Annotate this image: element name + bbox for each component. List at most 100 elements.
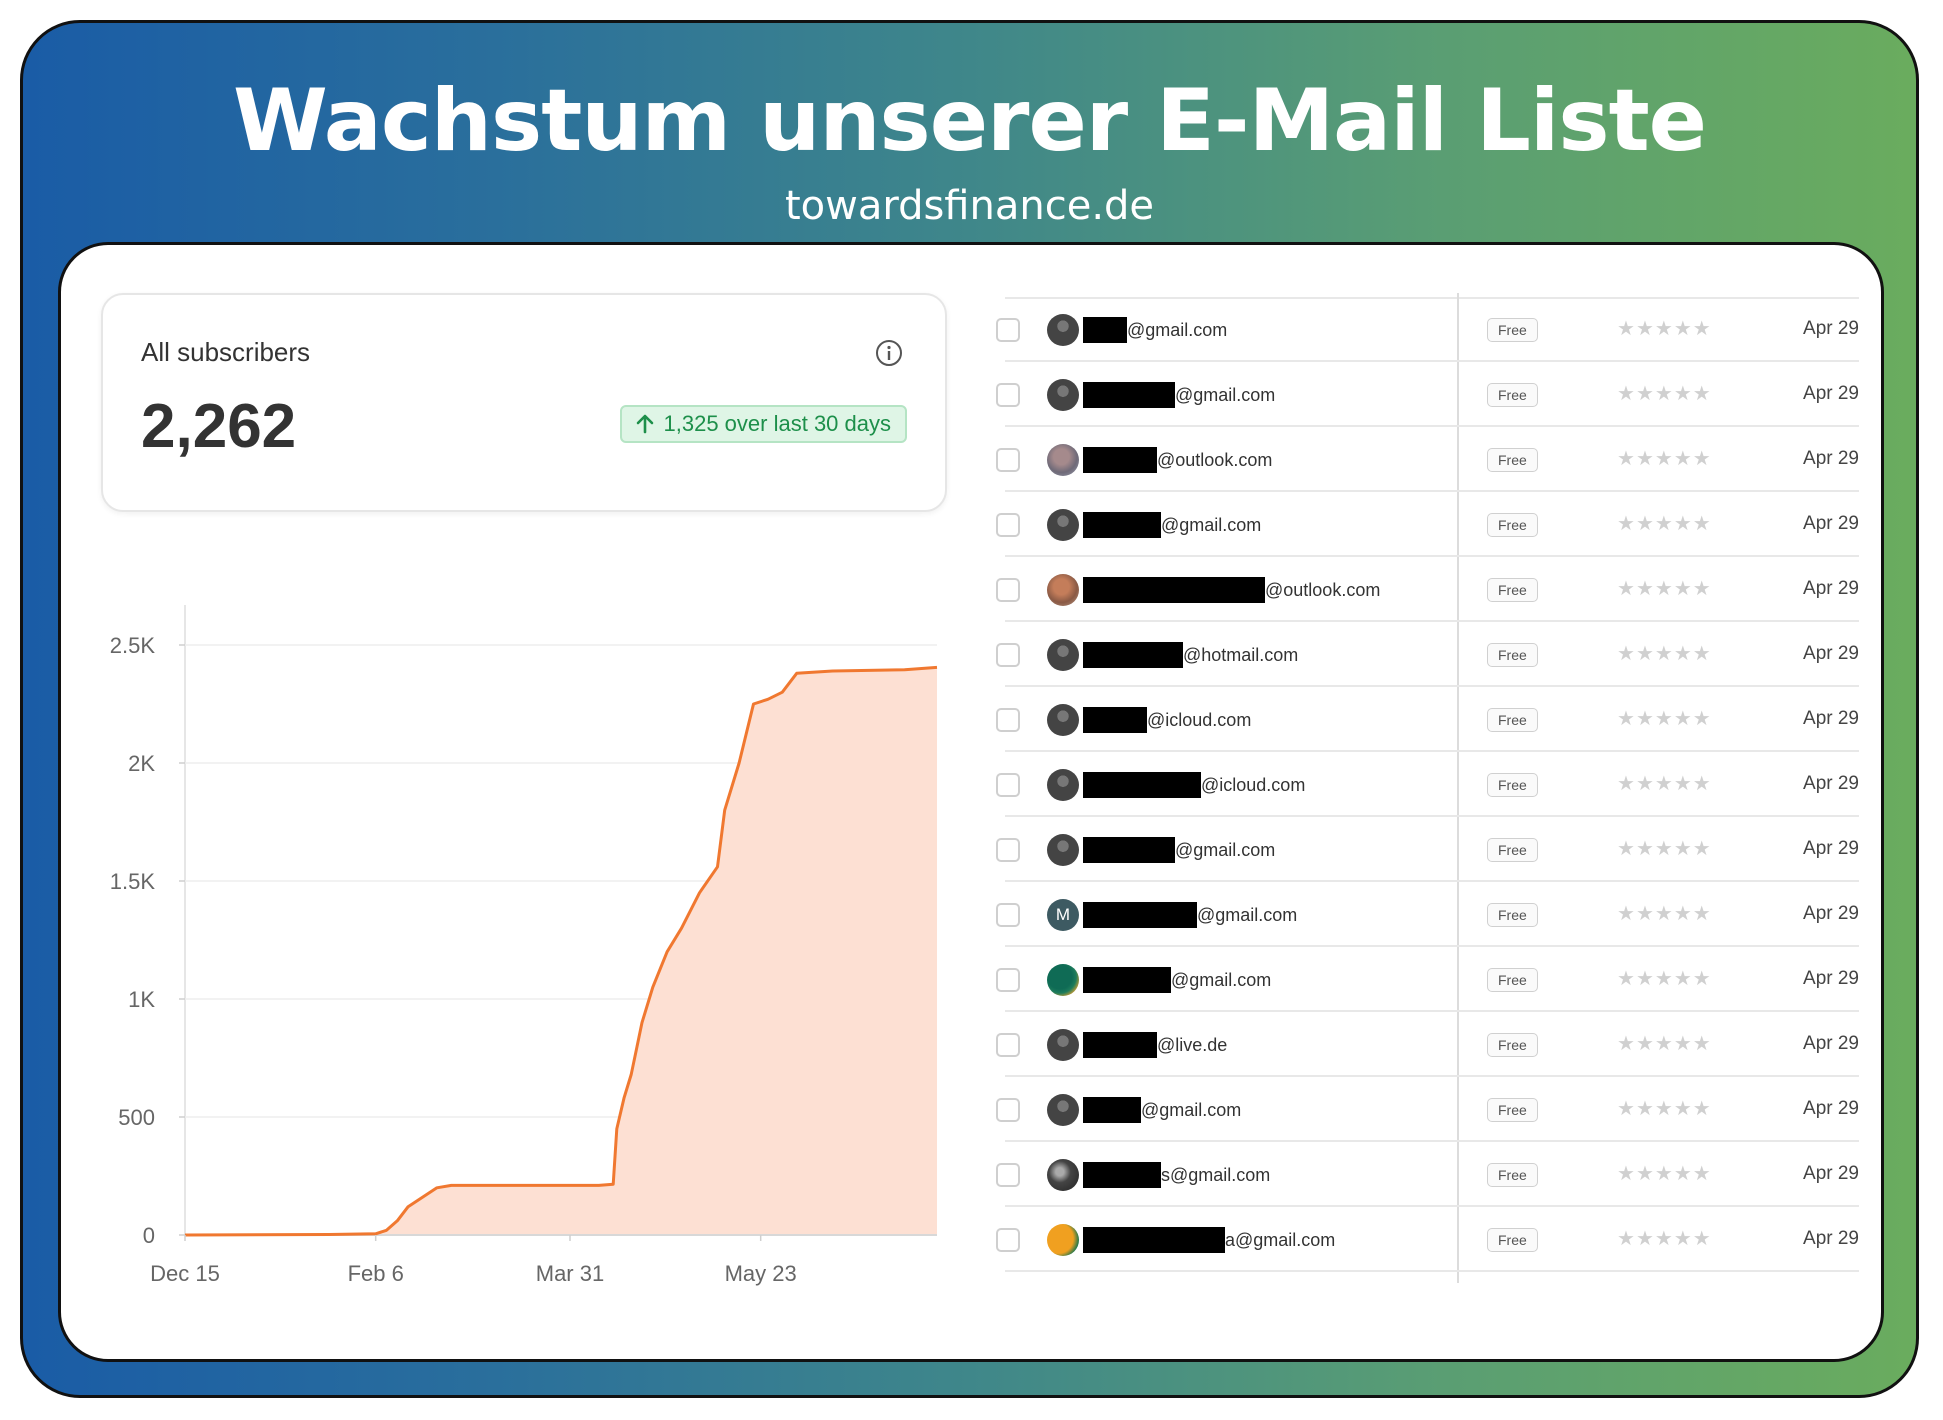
subscribed-date: Apr 29 [1803, 383, 1859, 404]
subscriber-email[interactable]: @icloud.com [1083, 707, 1251, 733]
star-icon: ★ [1635, 1163, 1655, 1185]
table-row[interactable]: @gmail.com Free ★★★★★ Apr 29 [996, 1077, 1859, 1142]
subscriber-email[interactable]: @gmail.com [1083, 512, 1261, 538]
table-row[interactable]: @gmail.com Free ★★★★★ Apr 29 [996, 297, 1859, 362]
email-domain: s@gmail.com [1161, 1164, 1271, 1185]
row-checkbox[interactable] [996, 513, 1020, 537]
y-tick-label: 500 [118, 1105, 155, 1130]
subscribed-date: Apr 29 [1803, 1033, 1859, 1054]
redaction-bar [1083, 1227, 1225, 1253]
row-checkbox[interactable] [996, 708, 1020, 732]
table-row[interactable]: @gmail.com Free ★★★★★ Apr 29 [996, 492, 1859, 557]
row-checkbox[interactable] [996, 643, 1020, 667]
star-icon: ★ [1635, 968, 1655, 990]
row-checkbox[interactable] [996, 903, 1020, 927]
table-row[interactable]: @icloud.com Free ★★★★★ Apr 29 [996, 687, 1859, 752]
star-icon: ★ [1692, 383, 1712, 405]
row-checkbox[interactable] [996, 1098, 1020, 1122]
star-icon: ★ [1635, 773, 1655, 795]
x-tick-label: Dec 15 [150, 1261, 220, 1286]
star-rating: ★★★★★ [1617, 1226, 1712, 1251]
table-row[interactable]: M @gmail.com Free ★★★★★ Apr 29 [996, 882, 1859, 947]
subscriber-email[interactable]: @gmail.com [1083, 1097, 1241, 1123]
star-rating: ★★★★★ [1617, 836, 1712, 861]
page-subtitle: towardsfinance.de [784, 183, 1155, 229]
star-icon: ★ [1617, 1228, 1636, 1250]
row-checkbox[interactable] [996, 578, 1020, 602]
star-icon: ★ [1617, 773, 1636, 795]
subscriber-email[interactable]: @gmail.com [1083, 967, 1271, 993]
subscriber-email[interactable]: @outlook.com [1083, 577, 1380, 603]
redaction-bar [1083, 967, 1171, 993]
info-icon[interactable] [875, 339, 903, 367]
subscriber-table: @gmail.com Free ★★★★★ Apr 29 @gmail.com Free ★… [975, 297, 1859, 1272]
email-domain: @gmail.com [1161, 514, 1262, 535]
plan-badge: Free [1487, 1228, 1538, 1252]
subscribed-date: Apr 29 [1803, 1228, 1859, 1249]
star-icon: ★ [1673, 1098, 1693, 1120]
redaction-bar [1083, 447, 1157, 473]
table-row[interactable]: @hotmail.com Free ★★★★★ Apr 29 [996, 622, 1859, 687]
row-checkbox[interactable] [996, 968, 1020, 992]
table-row[interactable]: @outlook.com Free ★★★★★ Apr 29 [996, 427, 1859, 492]
star-icon: ★ [1617, 448, 1636, 470]
y-tick-label: 0 [143, 1223, 155, 1248]
x-tick-label: Feb 6 [348, 1261, 404, 1286]
star-icon: ★ [1654, 1163, 1674, 1185]
row-checkbox[interactable] [996, 318, 1020, 342]
avatar [1047, 314, 1079, 346]
table-row[interactable]: @outlook.com Free ★★★★★ Apr 29 [996, 557, 1859, 622]
star-icon: ★ [1692, 1098, 1712, 1120]
plan-badge: Free [1487, 1033, 1538, 1057]
subscriber-email[interactable]: @gmail.com [1083, 902, 1297, 928]
table-row[interactable]: @live.de Free ★★★★★ Apr 29 [996, 1012, 1859, 1077]
star-icon: ★ [1617, 968, 1636, 990]
star-icon: ★ [1635, 838, 1655, 860]
star-icon: ★ [1635, 903, 1655, 925]
table-row[interactable]: a@gmail.com Free ★★★★★ Apr 29 [996, 1207, 1859, 1272]
avatar [1047, 769, 1079, 801]
email-domain: @live.de [1157, 1034, 1228, 1055]
subscriber-email[interactable]: @live.de [1083, 1032, 1227, 1058]
plan-badge: Free [1487, 708, 1538, 732]
star-icon: ★ [1673, 383, 1693, 405]
row-checkbox[interactable] [996, 1228, 1020, 1252]
plan-badge: Free [1487, 643, 1538, 667]
subscribed-date: Apr 29 [1803, 903, 1859, 924]
row-checkbox[interactable] [996, 383, 1020, 407]
table-row[interactable]: @gmail.com Free ★★★★★ Apr 29 [996, 817, 1859, 882]
row-checkbox[interactable] [996, 1033, 1020, 1057]
star-icon: ★ [1692, 643, 1712, 665]
row-checkbox[interactable] [996, 1163, 1020, 1187]
subscriber-email[interactable]: @hotmail.com [1083, 642, 1298, 668]
summary-value: 2,262 [141, 392, 297, 461]
subscriber-email[interactable]: @gmail.com [1083, 837, 1275, 863]
growth-badge: 1,325 over last 30 days [619, 405, 907, 443]
avatar [1047, 964, 1079, 996]
subscriber-email[interactable]: @gmail.com [1083, 382, 1275, 408]
avatar [1047, 1159, 1079, 1191]
avatar [1047, 704, 1079, 736]
summary-label: All subscribers [141, 337, 311, 367]
redaction-bar [1083, 707, 1147, 733]
star-icon: ★ [1654, 318, 1674, 340]
series-line [184, 665, 938, 1237]
star-icon: ★ [1635, 448, 1655, 470]
row-checkbox[interactable] [996, 838, 1020, 862]
table-row[interactable]: @icloud.com Free ★★★★★ Apr 29 [996, 752, 1859, 817]
subscriber-email[interactable]: s@gmail.com [1083, 1162, 1270, 1188]
star-rating: ★★★★★ [1617, 446, 1712, 471]
row-checkbox[interactable] [996, 448, 1020, 472]
table-row[interactable]: @gmail.com Free ★★★★★ Apr 29 [996, 947, 1859, 1012]
subscriber-email[interactable]: @gmail.com [1083, 317, 1227, 343]
table-row[interactable]: s@gmail.com Free ★★★★★ Apr 29 [996, 1142, 1859, 1207]
subscriber-email[interactable]: @icloud.com [1083, 772, 1305, 798]
table-row[interactable]: @gmail.com Free ★★★★★ Apr 29 [996, 362, 1859, 427]
subscriber-email[interactable]: a@gmail.com [1083, 1227, 1335, 1253]
page-title: Wachstum unserer E-Mail Liste [232, 71, 1707, 171]
y-tick-label: 2.5K [110, 633, 156, 658]
redaction-bar [1083, 837, 1175, 863]
subscriber-email[interactable]: @outlook.com [1083, 447, 1272, 473]
y-tick-label: 1K [128, 987, 155, 1012]
row-checkbox[interactable] [996, 773, 1020, 797]
